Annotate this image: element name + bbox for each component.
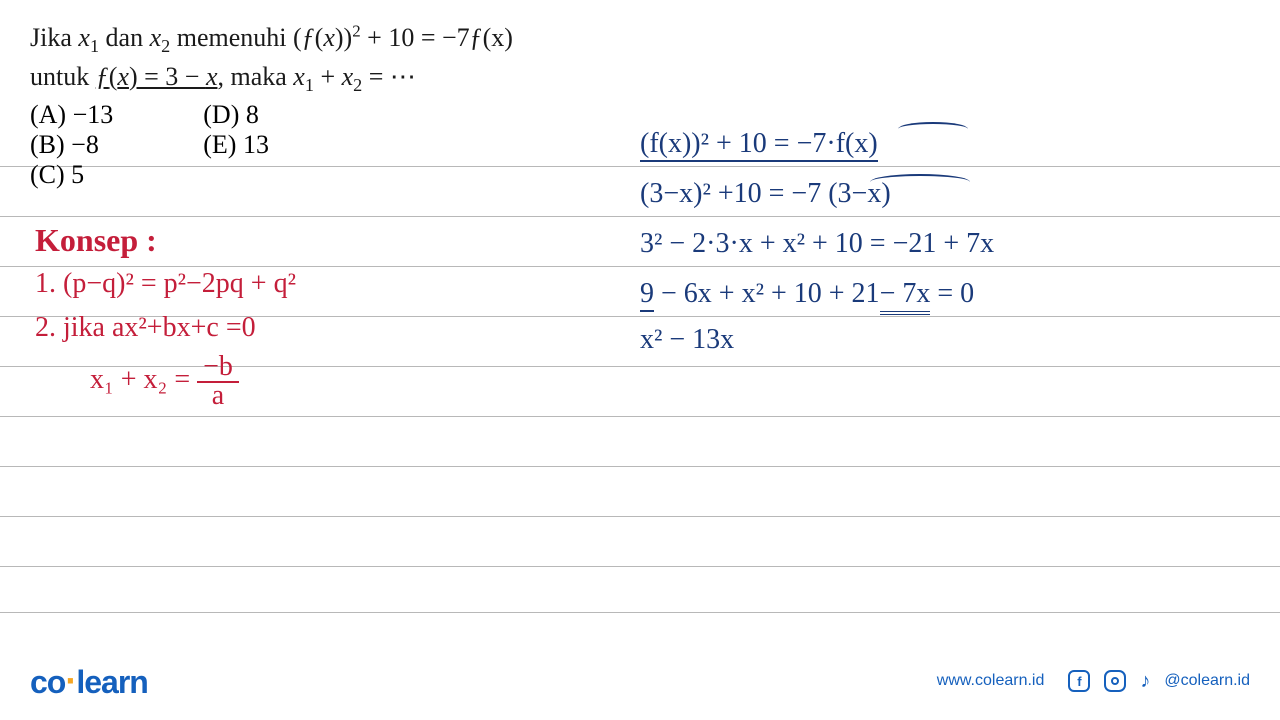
option-b: (B) −8 bbox=[30, 130, 113, 160]
instagram-icon bbox=[1104, 670, 1126, 692]
answer-options: (A) −13 (B) −8 (C) 5 (D) 8 (E) 13 bbox=[30, 100, 1250, 190]
footer: co·learn www.colearn.id f ♪ @colearn.id bbox=[30, 660, 1250, 702]
option-e: (E) 13 bbox=[203, 130, 269, 160]
problem-statement: Jika x1 dan x2 memenuhi (ƒ(x))2 + 10 = −… bbox=[30, 20, 1250, 98]
concept-line-1: 1. (p−q)² = p²−2pq + q² bbox=[35, 268, 296, 300]
option-a: (A) −13 bbox=[30, 100, 113, 130]
brand-logo: co·learn bbox=[30, 660, 148, 702]
footer-url: www.colearn.id bbox=[937, 672, 1045, 690]
footer-handle: @colearn.id bbox=[1164, 672, 1250, 690]
work-line-5: x² − 13x bbox=[640, 324, 734, 356]
work-line-3: 3² − 2·3·x + x² + 10 = −21 + 7x bbox=[640, 228, 994, 260]
option-d: (D) 8 bbox=[203, 100, 269, 130]
facebook-icon: f bbox=[1068, 670, 1090, 692]
work-line-4: 9 − 6x + x² + 10 + 21 − 7x = 0 bbox=[640, 278, 974, 315]
option-c: (C) 5 bbox=[30, 160, 113, 190]
concept-title: Konsep : bbox=[35, 222, 157, 259]
concept-line-2: 2. jika ax²+bx+c =0 bbox=[35, 312, 256, 344]
concept-line-3: x₁ + x₂ = −ba bbox=[90, 354, 239, 409]
tiktok-icon: ♪ bbox=[1140, 670, 1150, 693]
